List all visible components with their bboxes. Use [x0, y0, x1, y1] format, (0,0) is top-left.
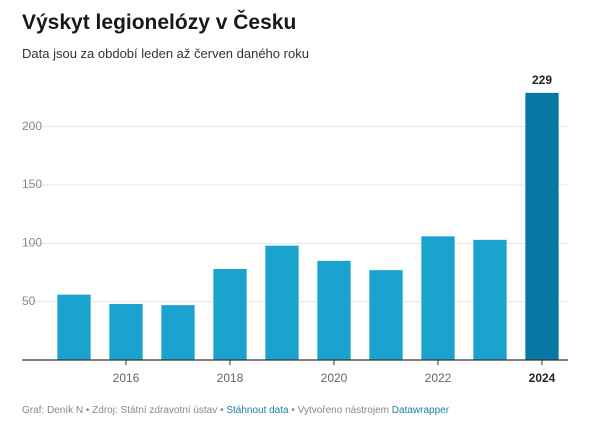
x-tick-label-2020: 2020 — [321, 371, 348, 385]
footer-source: Graf: Deník N • Zdroj: Státní zdravotní … — [22, 405, 227, 416]
chart-title: Výskyt legionelózy v Česku — [22, 11, 297, 34]
bar-2017 — [161, 305, 195, 360]
x-tick-label-2022: 2022 — [425, 371, 452, 385]
x-tick-label-2024: 2024 — [529, 371, 556, 385]
bar-2020 — [317, 260, 351, 360]
bar-2015 — [57, 294, 91, 360]
bar-2018 — [213, 269, 247, 360]
x-tick-label-2018: 2018 — [217, 371, 244, 385]
bar-2016 — [109, 304, 143, 360]
y-tick-label-150: 150 — [22, 177, 42, 191]
footer-tool-text: • Vytvořeno nástrojem — [288, 405, 392, 416]
y-tick-label-100: 100 — [22, 236, 42, 250]
bar-2021 — [369, 270, 403, 360]
bar-2019 — [265, 245, 299, 360]
y-tick-label-50: 50 — [22, 294, 36, 308]
bar-2023 — [473, 239, 507, 360]
bar-2024 — [525, 92, 559, 360]
download-data-link[interactable]: Stáhnout data — [226, 405, 289, 416]
chart-subtitle: Data jsou za období leden až červen dané… — [22, 46, 309, 61]
bar-chart: 50 100 150 200 2016 2018 2020 2022 2024 229 — [22, 73, 568, 385]
chart-footer: Graf: Deník N • Zdroj: Státní zdravotní … — [22, 405, 449, 416]
x-tick-label-2016: 2016 — [113, 371, 140, 385]
bar-2022 — [421, 236, 455, 360]
datawrapper-link[interactable]: Datawrapper — [391, 405, 450, 416]
y-tick-label-200: 200 — [22, 119, 42, 133]
data-label-2024: 229 — [532, 73, 552, 87]
